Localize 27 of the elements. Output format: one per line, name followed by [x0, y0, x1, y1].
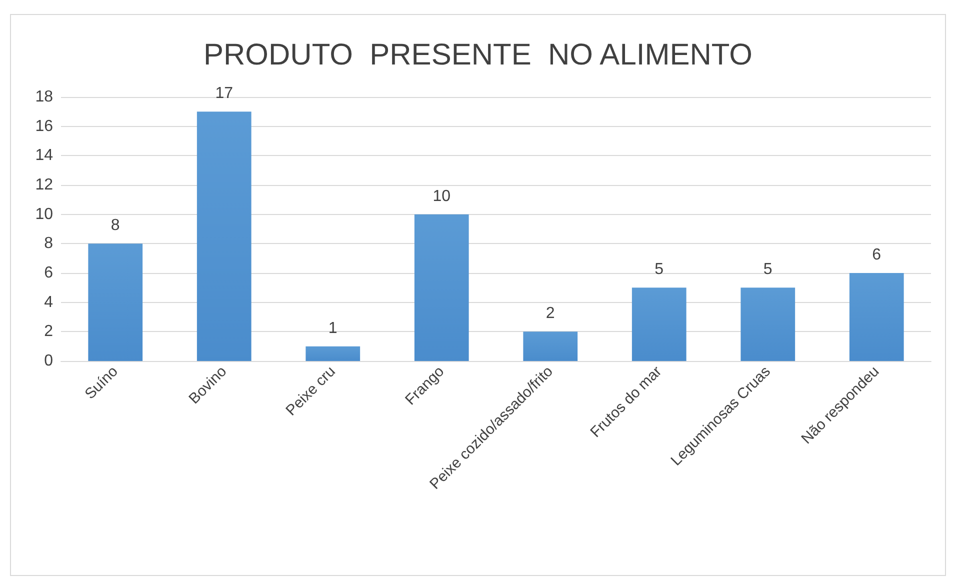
y-tick-label: 4	[44, 294, 54, 311]
data-label: 2	[546, 305, 555, 322]
bar	[306, 346, 360, 361]
bar	[88, 244, 143, 361]
bar	[414, 214, 469, 361]
bar	[740, 288, 796, 361]
data-label: 6	[872, 246, 882, 264]
y-tick-label: 14	[35, 147, 54, 164]
bar	[632, 288, 686, 361]
bar	[849, 273, 904, 361]
y-tick-label: 2	[44, 323, 54, 340]
data-label: 10	[432, 188, 451, 205]
bar	[523, 332, 578, 361]
chart-title: PRODUTO PRESENTE NO ALIMENTO	[204, 38, 752, 72]
bar	[196, 112, 252, 361]
data-label: 8	[110, 217, 120, 234]
data-label: 17	[215, 85, 234, 102]
data-label: 5	[763, 261, 772, 278]
y-tick-label: 8	[44, 235, 54, 252]
y-tick-label: 12	[35, 176, 54, 194]
y-tick-label: 6	[44, 264, 54, 282]
y-tick-label: 10	[35, 206, 54, 223]
data-label: 5	[654, 261, 664, 278]
y-tick-label: 18	[35, 88, 54, 106]
y-tick-label: 0	[44, 352, 54, 370]
y-tick-label: 16	[35, 118, 54, 135]
data-label: 1	[328, 320, 338, 337]
